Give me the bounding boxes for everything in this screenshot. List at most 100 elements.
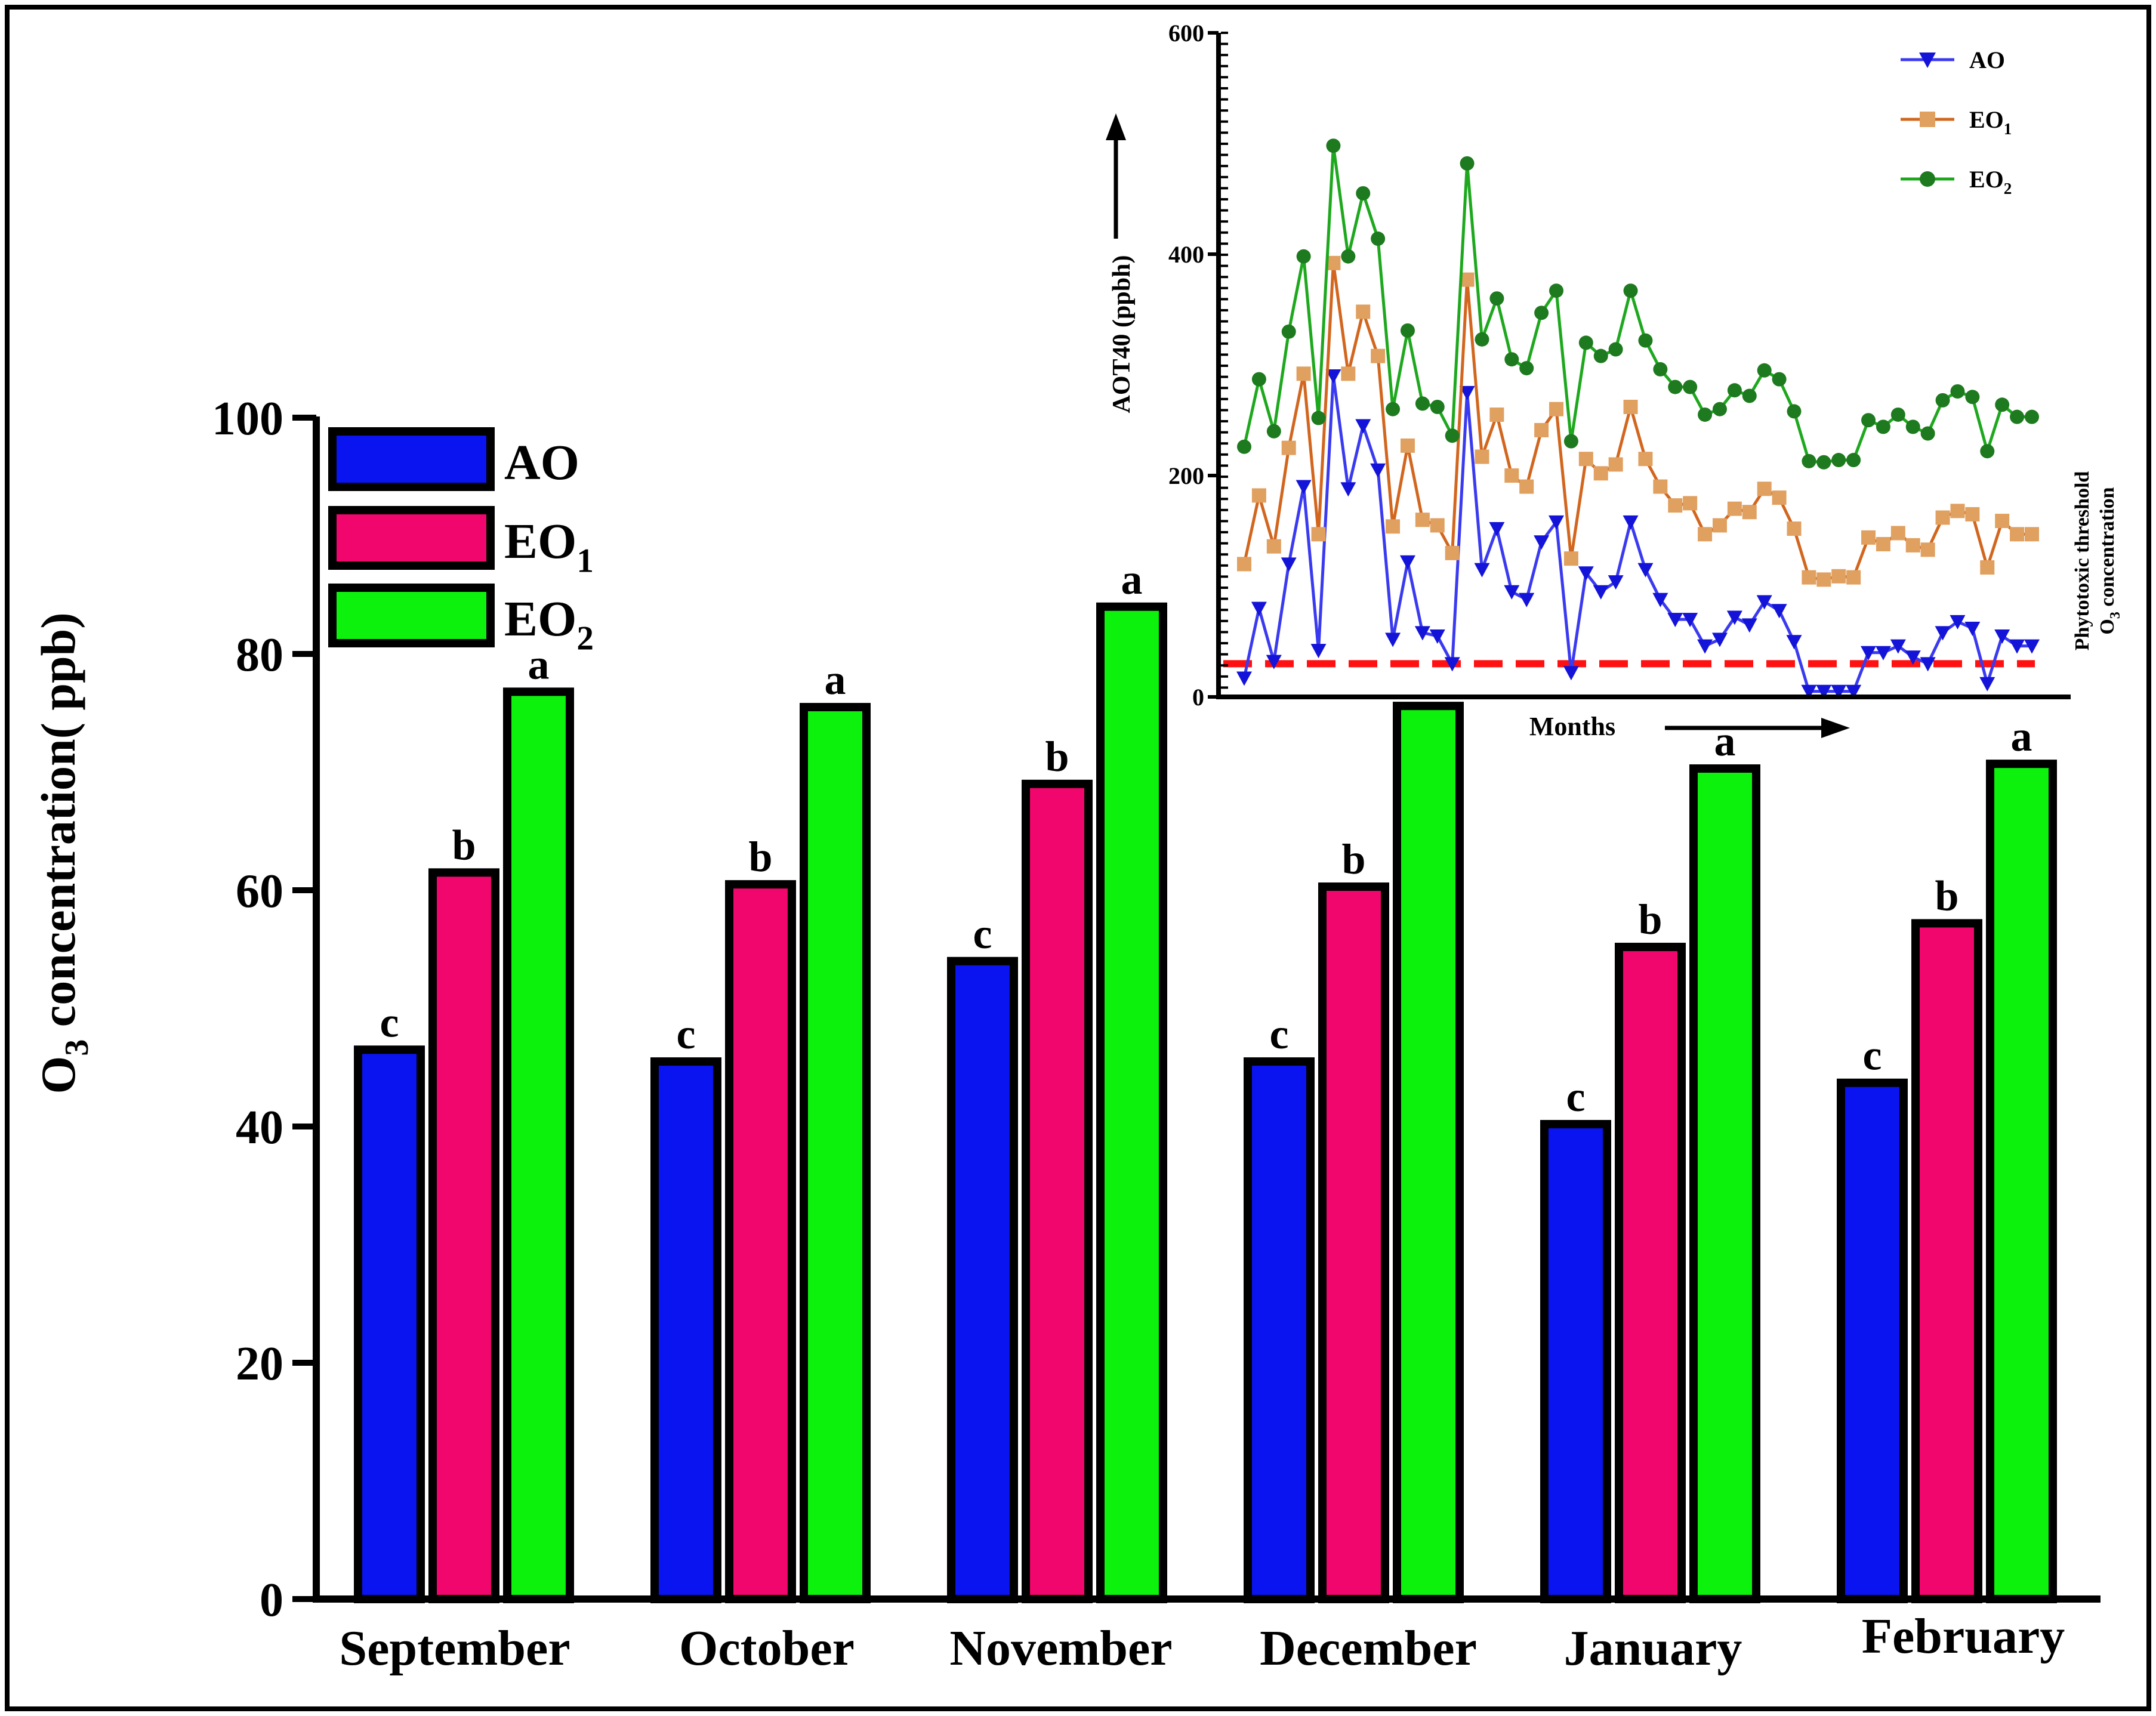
data-point-AO xyxy=(1593,585,1609,600)
data-point-AO xyxy=(1741,618,1757,633)
data-point-EO1 xyxy=(1237,557,1251,572)
data-point-EO1 xyxy=(1653,479,1668,494)
data-point-EO2 xyxy=(1296,249,1311,264)
inset-y-tick-label: 400 xyxy=(1168,241,1204,268)
bar-EO1-october xyxy=(725,880,796,1603)
data-point-EO2 xyxy=(1475,332,1489,347)
data-point-EO2 xyxy=(1608,342,1623,357)
significance-letter: c xyxy=(1566,1073,1586,1121)
inset-legend-label-EO1: EO1 xyxy=(1969,106,2012,138)
data-point-EO2 xyxy=(1727,383,1742,398)
data-point-EO2 xyxy=(1341,249,1356,264)
data-point-EO2 xyxy=(1890,407,1905,422)
data-point-AO xyxy=(1429,629,1445,644)
data-point-AO xyxy=(1578,566,1594,581)
data-point-AO xyxy=(1251,601,1267,616)
data-point-EO2 xyxy=(1445,428,1460,443)
data-point-EO2 xyxy=(1460,156,1475,171)
bar-EO1-november xyxy=(1022,779,1093,1603)
data-point-EO2 xyxy=(2010,409,2025,424)
data-point-EO2 xyxy=(1534,305,1549,320)
data-point-EO1 xyxy=(1995,514,2010,529)
inset-y-arrowhead xyxy=(1106,113,1126,140)
data-point-EO1 xyxy=(1504,468,1519,483)
data-point-EO1 xyxy=(1757,482,1772,496)
y-tick-label: 60 xyxy=(236,865,283,918)
significance-letter: b xyxy=(748,833,772,881)
data-point-AO xyxy=(1697,639,1713,654)
data-point-EO2 xyxy=(1237,439,1251,454)
data-point-AO xyxy=(1549,515,1565,530)
data-point-EO2 xyxy=(1549,283,1564,298)
bar-EO1-september xyxy=(428,868,499,1603)
data-point-AO xyxy=(1340,482,1356,497)
data-point-EO1 xyxy=(1876,537,1890,552)
data-point-EO1 xyxy=(1965,507,1980,521)
significance-letter: a xyxy=(1714,717,1736,765)
inset-legend-marker-AO xyxy=(1919,53,1936,68)
data-point-EO1 xyxy=(1608,457,1623,472)
data-point-EO1 xyxy=(1816,572,1831,587)
data-point-EO2 xyxy=(1683,379,1698,394)
data-point-AO xyxy=(1667,613,1683,628)
data-point-AO xyxy=(1236,671,1252,686)
y-tick-label: 20 xyxy=(236,1338,283,1390)
data-point-AO xyxy=(1414,626,1430,641)
data-point-EO2 xyxy=(1757,363,1772,378)
data-point-AO xyxy=(1920,657,1936,672)
data-point-EO1 xyxy=(1935,510,1950,525)
bar-EO2-november xyxy=(1096,602,1167,1603)
data-point-EO2 xyxy=(1430,399,1445,414)
data-point-EO2 xyxy=(1371,232,1386,246)
bar-EO2-february xyxy=(1986,760,2057,1603)
data-point-EO1 xyxy=(2025,527,2039,542)
data-point-EO2 xyxy=(1950,384,1965,399)
data-point-EO1 xyxy=(1861,530,1876,545)
data-point-EO2 xyxy=(1742,388,1757,403)
data-point-AO xyxy=(1682,613,1698,628)
data-point-EO1 xyxy=(1668,498,1683,513)
data-point-AO xyxy=(1385,632,1401,647)
data-point-EO1 xyxy=(1593,466,1608,481)
data-point-EO2 xyxy=(1593,348,1608,363)
x-tick-label: January xyxy=(1564,1621,1742,1676)
bar-AO-february xyxy=(1837,1078,1908,1603)
data-point-AO xyxy=(2009,639,2025,654)
bar-AO-january xyxy=(1540,1120,1611,1604)
data-point-EO2 xyxy=(1400,323,1415,338)
bar-EO2-october xyxy=(800,703,871,1603)
data-point-AO xyxy=(1489,522,1505,537)
data-point-EO1 xyxy=(1623,399,1638,414)
data-point-EO1 xyxy=(1727,501,1742,516)
data-point-EO2 xyxy=(1489,291,1504,306)
data-point-AO xyxy=(1310,644,1327,659)
data-point-AO xyxy=(1875,646,1891,661)
inset-legend: AO EO1 EO2 xyxy=(1901,47,2012,197)
legend-swatch-EO1 xyxy=(328,506,495,570)
data-point-AO xyxy=(1652,592,1668,607)
data-point-EO1 xyxy=(1905,538,1920,553)
data-point-EO1 xyxy=(1890,526,1905,541)
data-point-EO2 xyxy=(1356,186,1371,200)
data-point-EO1 xyxy=(1445,545,1460,560)
x-tick-label: November xyxy=(949,1621,1172,1676)
data-point-EO2 xyxy=(1386,402,1401,416)
data-point-AO xyxy=(1623,515,1639,530)
data-point-AO xyxy=(1831,684,1847,699)
data-point-EO1 xyxy=(1787,521,1802,536)
data-point-AO xyxy=(1608,575,1624,590)
data-point-EO1 xyxy=(1831,569,1846,584)
data-point-AO xyxy=(1950,615,1966,629)
data-point-EO1 xyxy=(1519,479,1534,494)
data-point-EO2 xyxy=(1266,424,1281,439)
data-point-EO1 xyxy=(1950,504,1965,518)
data-point-EO2 xyxy=(2025,409,2039,424)
data-point-EO2 xyxy=(1638,333,1653,348)
data-point-EO1 xyxy=(1712,518,1727,533)
legend-label-AO: AO xyxy=(504,435,579,490)
data-point-AO xyxy=(1979,677,1995,692)
x-tick-label: February xyxy=(1862,1609,2065,1664)
legend-swatch-AO xyxy=(328,427,495,491)
data-point-EO2 xyxy=(1519,361,1534,376)
